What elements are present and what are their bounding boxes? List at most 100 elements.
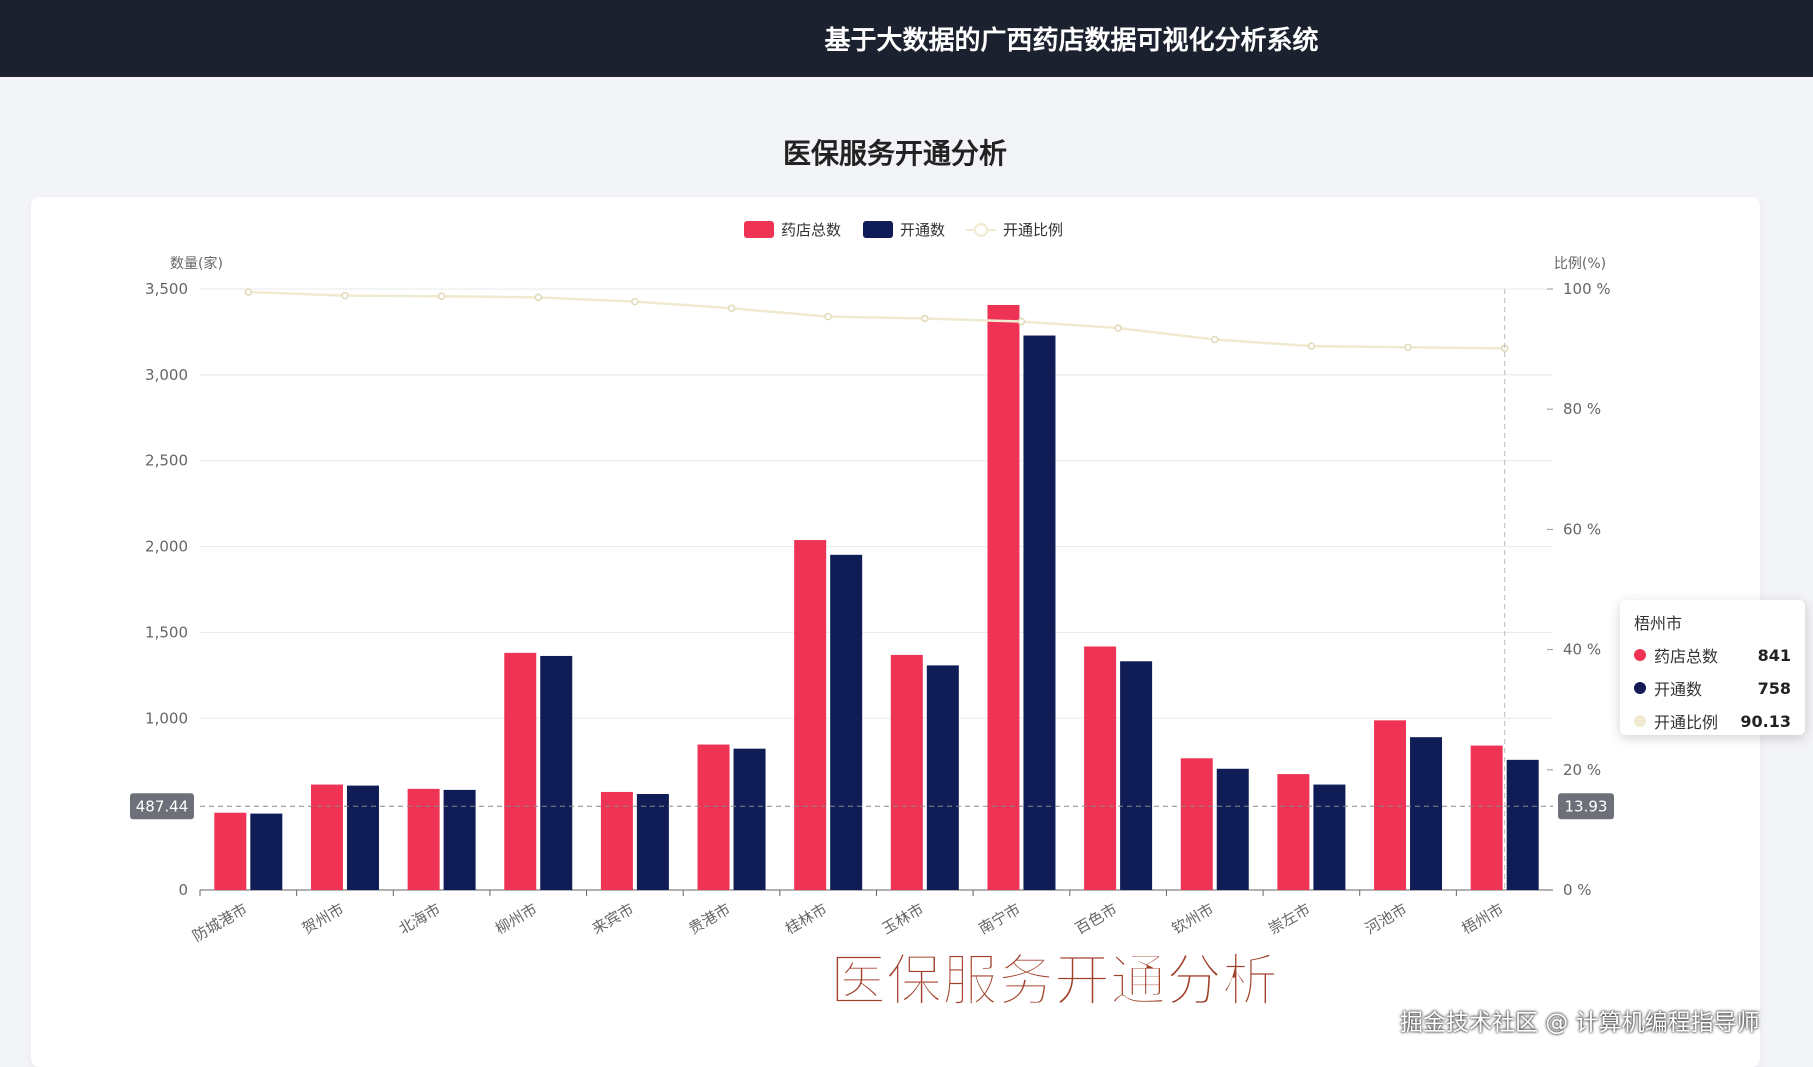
axis-pointer-badge-left: [130, 793, 194, 820]
axis-pointer-label-left: 487.44: [136, 797, 189, 815]
x-tick-label: 钦州市: [1169, 900, 1217, 938]
bar-opened: [1410, 737, 1443, 890]
tooltip-row: 开通数 758: [1634, 676, 1791, 700]
app-title: 基于大数据的广西药店数据可视化分析系统: [824, 26, 1319, 56]
legend-swatch: [863, 221, 893, 238]
tooltip-label: 开通数: [1654, 680, 1703, 699]
ratio-point: [1017, 317, 1026, 326]
bar-total: [1084, 646, 1117, 890]
x-tick-label: 百色市: [1072, 900, 1120, 938]
tooltip-label: 药店总数: [1654, 647, 1719, 666]
tooltip-row: 开通比例 90.13: [1634, 709, 1791, 733]
y-tick-label-left: 2,000: [145, 538, 188, 556]
y-tick-label-left: 3,000: [145, 366, 188, 384]
x-tick-label: 来宾市: [589, 900, 637, 938]
y-tick-label-right: 40 %: [1563, 641, 1601, 659]
y-axis-title-right: 比例(%): [1554, 256, 1606, 272]
bar-opened: [1023, 335, 1056, 891]
bar-total: [407, 788, 440, 890]
dot-icon: [1634, 649, 1646, 661]
app-header: 基于大数据的广西药店数据可视化分析系统: [0, 0, 1813, 77]
bar-opened: [346, 785, 379, 890]
tooltip-value: 841: [1757, 645, 1791, 665]
x-tick-label: 桂林市: [782, 900, 830, 938]
overlay-caption: 医保服务开通分析: [830, 949, 1279, 1014]
y-tick-label-right: 20 %: [1563, 761, 1601, 779]
y-tick-label-left: 2,500: [145, 452, 188, 470]
bar-opened: [1313, 784, 1346, 890]
y-tick-label-left: 1,500: [145, 623, 188, 641]
tooltip-label: 开通比例: [1654, 713, 1719, 732]
x-tick-label: 玉林市: [879, 900, 927, 938]
bar-total: [794, 540, 827, 890]
section-title: 医保服务开通分析: [782, 137, 1007, 170]
legend-swatch: [974, 223, 988, 237]
x-tick-label: 河池市: [1362, 900, 1410, 938]
ratio-point: [437, 292, 446, 300]
axis-pointer-badge-right: [1558, 793, 1614, 820]
chart-tooltip: 梧州市 药店总数 841 开通数 758 开通比例 90.13: [1620, 600, 1805, 735]
bar-opened: [250, 813, 283, 890]
legend-item: 开通比例: [1003, 221, 1063, 239]
dot-icon: [1634, 682, 1646, 694]
bar-opened: [1120, 661, 1153, 890]
bar-total: [214, 812, 247, 890]
y-tick-label-right: 60 %: [1563, 520, 1601, 538]
bar-total: [504, 652, 537, 890]
ratio-point: [1307, 342, 1316, 350]
bar-total: [697, 744, 730, 890]
bar-total: [310, 784, 343, 890]
bar-total: [890, 654, 923, 890]
bar-opened: [636, 794, 669, 890]
y-tick-label-right: 80 %: [1563, 400, 1601, 418]
legend-item: 药店总数: [781, 221, 841, 239]
y-tick-label-left: 1,000: [145, 709, 188, 727]
bar-total: [1374, 720, 1407, 890]
bar-opened: [443, 789, 476, 890]
ratio-point: [1114, 324, 1122, 332]
legend-swatch: [744, 221, 774, 238]
ratio-point: [631, 297, 639, 306]
y-tick-label-left: 0: [178, 881, 188, 899]
bar-opened: [1506, 759, 1539, 890]
bar-opened: [540, 655, 573, 890]
axis-pointer-label-right: 13.93: [1565, 797, 1608, 815]
ratio-point: [341, 291, 349, 300]
bar-total: [987, 304, 1020, 890]
x-tick-label: 贵港市: [686, 900, 734, 938]
x-tick-label: 北海市: [396, 900, 444, 938]
bar-total: [1470, 745, 1503, 890]
x-tick-label: 防城港市: [189, 900, 250, 946]
x-tick-label: 梧州市: [1459, 900, 1507, 938]
tooltip-value: 758: [1757, 678, 1791, 698]
bar-total: [600, 791, 633, 890]
ratio-point: [1211, 335, 1219, 344]
ratio-point: [921, 314, 929, 323]
bar-opened: [1216, 768, 1249, 890]
tooltip-title: 梧州市: [1634, 614, 1683, 633]
x-tick-label: 崇左市: [1265, 900, 1313, 938]
y-tick-label-right: 0 %: [1563, 881, 1592, 899]
bar-total: [1180, 758, 1213, 890]
y-tick-label-right: 100 %: [1563, 280, 1611, 298]
dot-icon: [1634, 715, 1646, 727]
legend-item: 开通数: [900, 221, 945, 239]
ratio-point: [244, 288, 253, 296]
ratio-line: [248, 290, 1505, 350]
tooltip-value: 90.13: [1740, 711, 1791, 731]
x-tick-label: 南宁市: [975, 900, 1023, 938]
ratio-point: [727, 304, 736, 312]
bar-opened: [830, 554, 863, 890]
watermark: 掘金技术社区 @ 计算机编程指导师: [1400, 1010, 1760, 1036]
x-tick-label: 柳州市: [492, 900, 540, 938]
y-tick-label-left: 3,500: [145, 280, 188, 298]
ratio-point: [534, 293, 542, 302]
ratio-point: [1404, 343, 1412, 352]
bar-total: [1277, 774, 1310, 890]
tooltip-row: 药店总数 841: [1634, 643, 1791, 667]
ratio-point: [824, 312, 832, 321]
bar-opened: [926, 665, 959, 890]
y-axis-title-left: 数量(家): [170, 255, 223, 272]
x-tick-label: 贺州市: [299, 900, 347, 938]
